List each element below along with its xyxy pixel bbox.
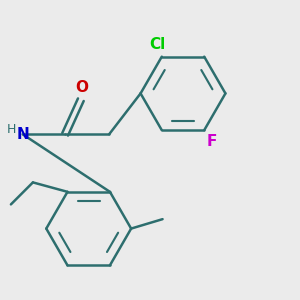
Text: Cl: Cl (149, 37, 165, 52)
Text: O: O (75, 80, 88, 95)
Text: H: H (7, 123, 16, 136)
Text: F: F (207, 134, 217, 149)
Text: N: N (16, 127, 29, 142)
